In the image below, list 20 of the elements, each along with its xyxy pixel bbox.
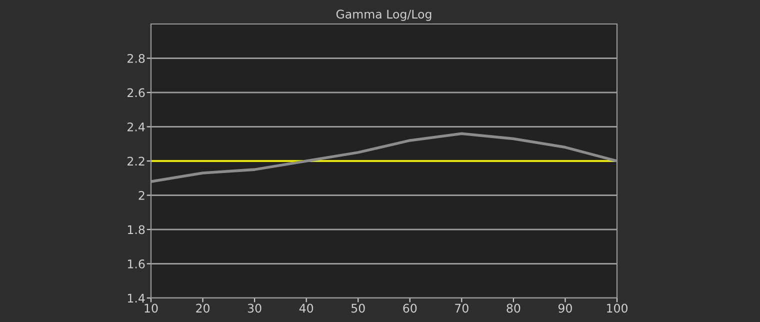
x-tick-label: 40 xyxy=(299,304,314,313)
y-tick-label: 2.4 xyxy=(128,122,145,132)
y-tick-label: 2.6 xyxy=(128,88,145,98)
y-tick-label: 2.8 xyxy=(128,54,145,63)
x-tick-label: 10 xyxy=(144,304,158,313)
y-tick-label: 1.4 xyxy=(128,294,145,302)
x-tick-label: 70 xyxy=(455,304,468,313)
y-tick-label: 1.6 xyxy=(128,259,145,268)
chart-title: Gamma Log/Log xyxy=(336,10,432,21)
x-tick-label: 60 xyxy=(403,304,417,313)
y-tick-label: 1.8 xyxy=(128,225,145,234)
x-tick-label: 50 xyxy=(352,304,365,313)
x-tick-label: 20 xyxy=(196,304,210,313)
x-tick-label: 100 xyxy=(607,304,628,313)
x-tick-label: 80 xyxy=(506,304,520,313)
x-tick-label: 90 xyxy=(558,304,572,313)
x-tick-label: 30 xyxy=(248,304,262,313)
y-tick-label: 2 xyxy=(138,190,144,200)
y-tick-label: 2.2 xyxy=(128,156,144,166)
line-series xyxy=(151,132,617,183)
